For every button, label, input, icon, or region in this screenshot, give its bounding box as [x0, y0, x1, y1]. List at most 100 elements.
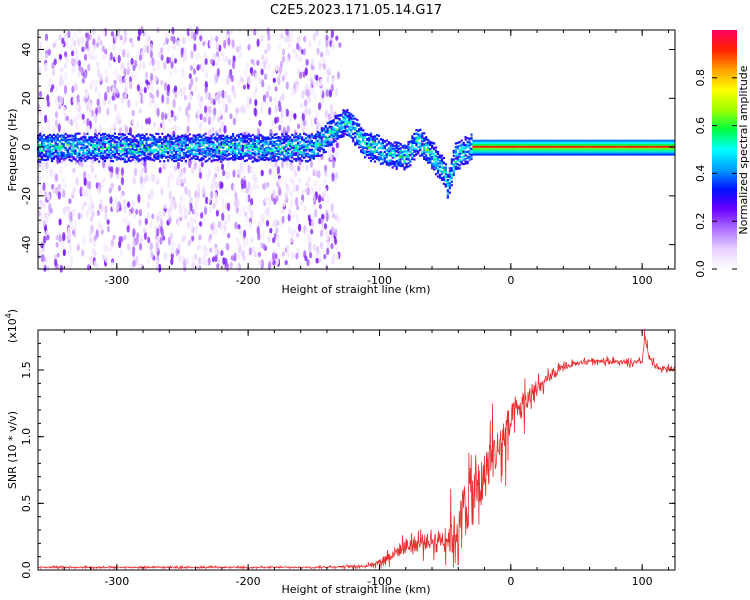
spectrogram-ridge-cell: [42, 139, 46, 142]
spectrogram-speckle: [46, 193, 51, 201]
spectrogram-ridge-cell: [433, 168, 436, 171]
spectrogram-ridge-cell: [464, 143, 467, 147]
spectrogram-ridge-cell: [393, 147, 396, 150]
spectrogram-ridge-cell: [149, 143, 152, 146]
spectrogram-ridge-cell: [102, 137, 105, 140]
spectrogram-speckle: [321, 57, 325, 64]
spectrogram-ridge-cell: [366, 154, 369, 157]
spectrogram-speckle: [144, 217, 148, 226]
spectrogram-ridge-cell: [68, 153, 71, 156]
spectrogram-speckle: [265, 219, 270, 227]
spectrogram-speckle: [293, 88, 297, 94]
spectrogram-speckle: [324, 164, 328, 172]
spectrogram-speckle: [330, 243, 334, 250]
spectrogram-ridge-cell: [515, 139, 518, 142]
spectrogram-speckle: [61, 243, 65, 250]
spectrogram-ridge-cell: [249, 153, 252, 156]
spectrogram-ridge-cell: [86, 150, 89, 153]
spectrogram-ridge-cell: [450, 160, 453, 163]
spectrogram-speckle: [310, 116, 314, 123]
spectrogram-speckle: [274, 117, 278, 124]
spectrogram-ridge-cell: [66, 152, 69, 155]
spectrogram-speckle: [280, 110, 284, 120]
spectrogram-ridge-cell: [96, 153, 99, 156]
spectrogram-speckle: [163, 202, 167, 210]
spectrogram-ridge-cell: [405, 166, 408, 169]
spectrogram-ridge-cell: [232, 133, 235, 136]
spectrogram-ridge-cell: [218, 136, 221, 139]
spectrogram-ridge-cell: [415, 148, 418, 151]
spectrogram-ridge-cell: [74, 157, 77, 161]
spectrogram-speckle: [152, 66, 156, 73]
spectrogram-ridge-cell: [167, 151, 170, 155]
spectrogram-ridge-cell: [186, 154, 189, 157]
spectrogram-ridge-cell: [549, 143, 552, 146]
spectrogram-ridge-cell: [352, 140, 355, 143]
spectrogram-speckle: [293, 227, 297, 234]
spectrogram-speckle: [121, 96, 125, 104]
spectrogram-ridge-cell: [397, 147, 400, 151]
spectrogram-ridge-cell: [468, 141, 471, 144]
spectrogram-ridge-cell: [39, 143, 42, 146]
spectrogram-speckle: [76, 94, 80, 101]
spectrogram-ridge-cell: [403, 168, 406, 171]
spectrogram-ridge-cell: [362, 147, 365, 150]
spectrogram-ridge-cell: [131, 147, 134, 150]
spectrogram-ridge-cell: [107, 155, 111, 158]
spectrogram-speckle: [233, 252, 237, 260]
spectrogram-ridge-cell: [172, 142, 176, 145]
spectrogram-ridge-cell: [476, 139, 479, 142]
spectrogram-ridge-cell: [423, 145, 426, 148]
spectrogram-ridge-cell: [505, 145, 509, 148]
spectrogram-ridge-cell: [206, 142, 209, 145]
spectrogram-ridge-cell: [104, 156, 107, 159]
spectrogram-ridge-cell: [501, 147, 505, 150]
spectrogram-speckle: [190, 50, 194, 59]
spectrogram-speckle: [123, 204, 127, 214]
spectrogram-ridge-cell: [202, 155, 205, 158]
spectrogram-ridge-cell: [342, 116, 345, 119]
spectrogram-ridge-cell: [265, 156, 268, 159]
spectrogram-ridge-cell: [527, 141, 530, 144]
spectrogram-speckle: [93, 250, 97, 258]
spectrogram-ridge-cell: [269, 156, 272, 160]
spectrogram-ridge-cell: [200, 138, 203, 141]
spectrogram-speckle: [162, 40, 166, 47]
spectrogram-speckle: [186, 221, 191, 230]
spectrogram-ridge-cell: [521, 145, 524, 148]
spectrogram-ridge-cell: [198, 148, 201, 151]
spectrogram-ridge-cell: [46, 135, 50, 138]
spectrogram-speckle: [202, 214, 206, 223]
spectrogram-ridge-cell: [371, 138, 375, 141]
spectrogram-speckle: [335, 142, 339, 149]
spectrogram-ridge-cell: [478, 145, 481, 148]
spectrogram-ridge-cell: [100, 144, 103, 147]
spectrogram-ridge-cell: [304, 149, 308, 152]
spectrogram-ridge-cell: [247, 157, 250, 160]
spectrogram-speckle: [322, 62, 326, 70]
spectrogram-speckle: [51, 68, 56, 77]
spectrogram-ridge-cell: [178, 155, 181, 158]
spectrogram-ridge-cell: [188, 152, 191, 156]
spectrogram-speckle: [275, 234, 280, 241]
spectrogram-ridge-cell: [127, 144, 130, 147]
spectrogram-ridge-cell: [176, 139, 180, 142]
spectrogram-ridge-cell: [104, 137, 107, 140]
spectrogram-ridge-cell: [464, 152, 467, 155]
spectrogram-speckle: [138, 54, 143, 61]
spectrogram-ridge-cell: [326, 129, 329, 132]
spectrogram-ridge-cell: [474, 145, 477, 148]
spectrogram-ridge-cell: [283, 150, 286, 153]
spectrogram-ridge-cell: [123, 160, 126, 163]
spectrogram-ridge-cell: [371, 146, 375, 149]
spectrogram-speckle: [81, 249, 85, 257]
spectrogram-ridge-cell: [348, 121, 351, 124]
spectrogram-ridge-cell: [206, 154, 209, 157]
spectrogram-ridge-cell: [261, 139, 264, 142]
spectrogram-speckle: [211, 126, 215, 133]
spectrogram-ridge-cell: [340, 135, 343, 138]
spectrogram-speckle: [227, 37, 231, 46]
spectrogram-speckle: [136, 232, 140, 240]
spectrogram-speckle: [170, 257, 174, 266]
spectrogram-ridge-cell: [407, 146, 410, 149]
